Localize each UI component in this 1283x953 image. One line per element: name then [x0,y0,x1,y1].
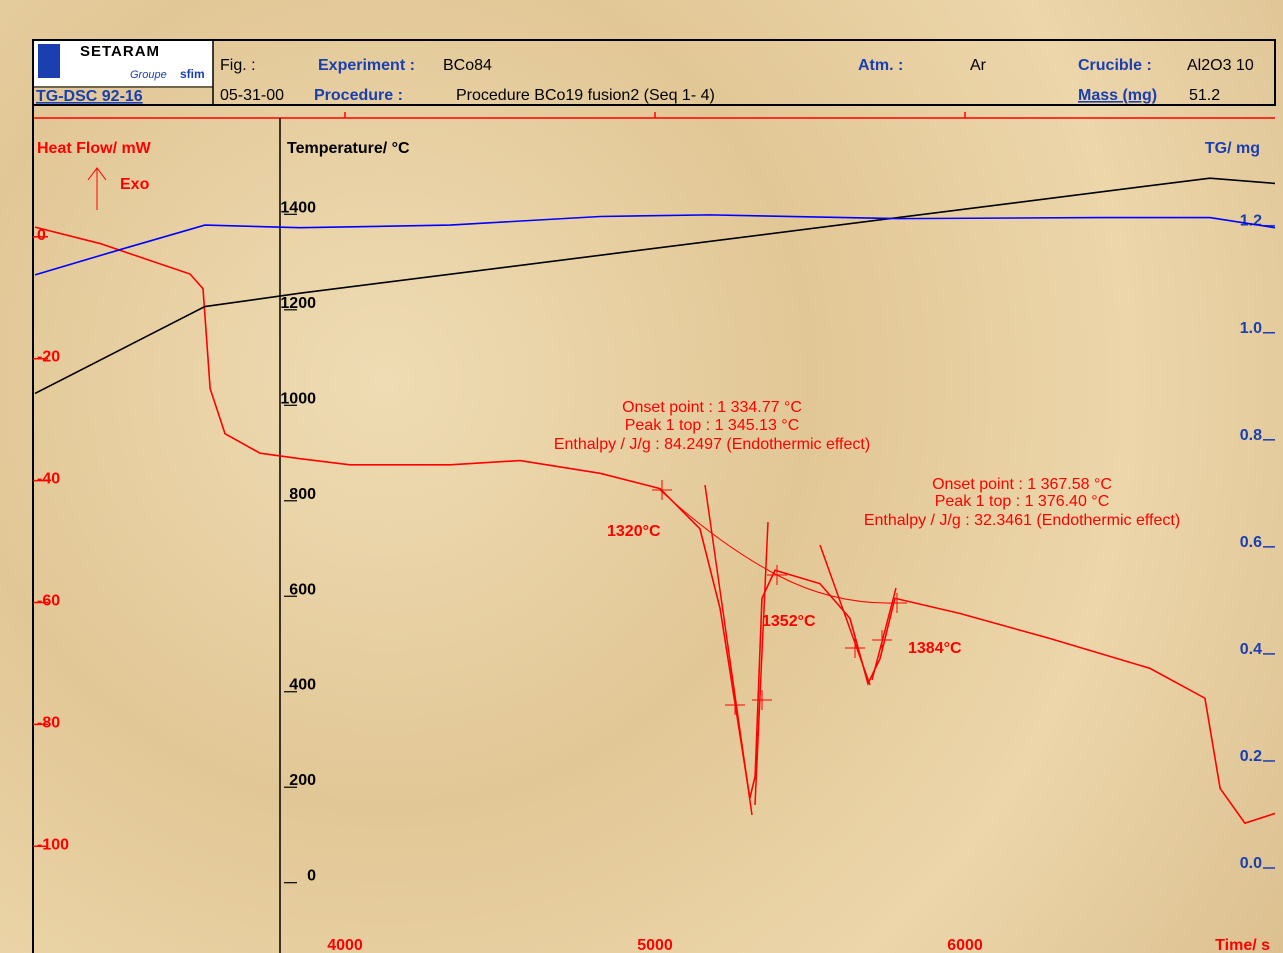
x-tick-label: 4000 [327,937,363,953]
y3-tick-label: 1.0 [1240,320,1262,337]
mass: 51.2 [1189,87,1220,104]
series-line [34,226,1276,825]
y-tick-label: 0 [37,227,46,244]
heat-flow-label: Heat Flow/ mW [37,140,152,157]
experiment-label: Experiment : [318,57,415,74]
header-box [32,39,1276,106]
y-tick-label: -20 [37,349,60,366]
y3-tick-label: 0.8 [1240,427,1262,444]
experiment: BCo84 [443,57,492,74]
procedure-label: Procedure : [314,87,403,104]
fig-label: Fig. : [220,57,256,74]
y3-tick-label: 1.2 [1240,213,1262,230]
annotation: 1352°C [762,613,816,630]
x-tick-label: 6000 [947,937,983,953]
instrument: TG-DSC 92-16 [36,88,143,105]
tangent [754,521,769,806]
y2-tick-label: 400 [289,677,316,694]
x-tick-label: 5000 [637,937,673,953]
y2-tick-label: 200 [289,772,316,789]
y2-tick-label: 600 [289,581,316,598]
annotation: Peak 1 top : 1 376.40 °C [935,493,1110,510]
brand: SETARAM [80,43,160,60]
y-tick-label: -100 [37,836,69,853]
y2-tick-label: 1200 [280,295,316,312]
y2-tick-label: 1400 [280,199,316,216]
annotation: Onset point : 1 334.77 °C [622,399,802,416]
y-tick-label: -40 [37,471,60,488]
annotation: 1384°C [908,640,962,657]
logo-box [34,41,213,86]
series-line [34,214,1276,276]
x-axis-label: Time/ s [1215,937,1270,953]
mass-label: Mass (mg) [1078,87,1157,104]
baseline [659,489,898,604]
y3-tick-label: 0.0 [1240,855,1262,872]
date: 05-31-00 [220,87,284,104]
logo-icon [38,44,60,78]
annotation: 1320°C [607,523,661,540]
y2-tick-label: 0 [307,868,316,885]
crucible-label: Crucible : [1078,57,1152,74]
atm: Ar [970,57,987,74]
temperature-label: Temperature/ °C [287,140,410,157]
y2-tick-label: 800 [289,486,316,503]
y-tick-label: -60 [37,592,60,609]
annotation: Onset point : 1 367.58 °C [932,476,1112,493]
exo-label: Exo [120,176,150,193]
exo-arrow-head [87,167,107,181]
crucible: Al2O3 10 [1187,57,1254,74]
y3-tick-label: 0.4 [1240,641,1262,658]
y3-tick-label: 0.2 [1240,748,1262,765]
atm-label: Atm. : [858,57,903,74]
group-mark: sfim [180,67,205,81]
group: Groupe [130,69,167,81]
annotations: Onset point : 1 334.77 °C Peak 1 top : 1… [554,399,1180,657]
y2-tick-label: 1000 [280,390,316,407]
tg-label: TG/ mg [1205,140,1260,157]
annotation: Peak 1 top : 1 345.13 °C [625,417,800,434]
y3-tick-label: 0.6 [1240,534,1262,551]
annotation: Enthalpy / J/g : 32.3461 (Endothermic ef… [864,512,1180,529]
y-tick-label: -80 [37,714,60,731]
procedure: Procedure BCo19 fusion2 (Seq 1- 4) [456,87,715,104]
analysis-constructions [652,480,907,816]
annotation: Enthalpy / J/g : 84.2497 (Endothermic ef… [554,436,870,453]
series-line [34,177,1276,395]
